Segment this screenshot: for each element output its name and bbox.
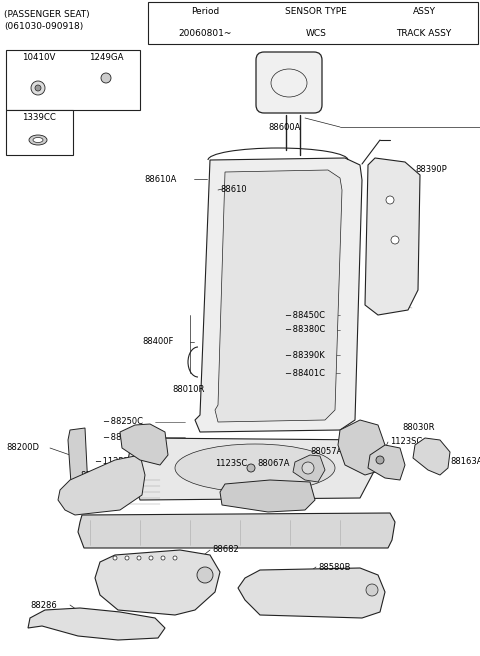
Bar [6, 50, 140, 110]
Text: 88057A: 88057A [310, 447, 342, 455]
Circle shape [366, 584, 378, 596]
Text: 88600A: 88600A [268, 123, 300, 131]
Circle shape [161, 556, 165, 560]
Circle shape [137, 556, 141, 560]
Polygon shape [365, 158, 420, 315]
Text: 88163A: 88163A [450, 457, 480, 466]
Text: 20060801~: 20060801~ [178, 28, 232, 37]
Text: 88610A: 88610A [144, 174, 176, 184]
Circle shape [197, 567, 213, 583]
Text: 1123SC: 1123SC [215, 459, 247, 468]
Text: 88200D: 88200D [6, 443, 39, 453]
Bar [148, 2, 478, 44]
Text: ─ 88401C: ─ 88401C [285, 369, 325, 377]
Polygon shape [78, 513, 395, 548]
Polygon shape [293, 455, 325, 482]
Text: 1339CC: 1339CC [22, 113, 56, 123]
Text: ─ 88190C: ─ 88190C [95, 485, 135, 495]
Text: WCS: WCS [306, 28, 326, 37]
Polygon shape [28, 608, 165, 640]
Circle shape [302, 462, 314, 474]
Circle shape [386, 196, 394, 204]
Polygon shape [338, 420, 385, 475]
Text: 88030R: 88030R [402, 424, 434, 432]
Text: ─ 88450C: ─ 88450C [285, 310, 325, 319]
Circle shape [113, 556, 117, 560]
Text: 88067A: 88067A [257, 459, 289, 468]
Circle shape [35, 85, 41, 91]
Text: 88010R: 88010R [172, 386, 204, 394]
Text: ─ 88180C: ─ 88180C [103, 432, 143, 441]
Text: 1123SC: 1123SC [390, 438, 422, 447]
Polygon shape [215, 170, 342, 422]
Text: ─ 88250C: ─ 88250C [103, 417, 143, 426]
Text: 88580B: 88580B [318, 562, 350, 571]
Text: ─ 88390K: ─ 88390K [285, 350, 325, 359]
Polygon shape [238, 568, 385, 618]
Text: ─ 88380C: ─ 88380C [285, 325, 325, 335]
Text: 88286: 88286 [30, 600, 57, 609]
Polygon shape [220, 480, 315, 512]
Text: SENSOR TYPE: SENSOR TYPE [285, 7, 347, 16]
Polygon shape [368, 445, 405, 480]
Polygon shape [58, 455, 145, 515]
Ellipse shape [175, 444, 335, 492]
Polygon shape [68, 428, 88, 500]
Text: 88610: 88610 [220, 186, 247, 194]
Circle shape [31, 81, 45, 95]
Polygon shape [195, 158, 362, 432]
Circle shape [247, 464, 255, 472]
Bar [6, 110, 73, 155]
Polygon shape [413, 438, 450, 475]
Circle shape [173, 556, 177, 560]
Circle shape [149, 556, 153, 560]
Text: 10410V: 10410V [22, 54, 56, 62]
Text: 88400F: 88400F [142, 337, 173, 346]
Text: ─ 1125DG: ─ 1125DG [95, 457, 137, 466]
Text: 1249GA: 1249GA [89, 54, 123, 62]
Circle shape [125, 556, 129, 560]
Text: 88390P: 88390P [415, 165, 447, 174]
Ellipse shape [29, 135, 47, 145]
Text: 88682: 88682 [212, 546, 239, 554]
Text: ASSY: ASSY [412, 7, 435, 16]
Text: TRACK ASSY: TRACK ASSY [396, 28, 452, 37]
Circle shape [101, 73, 111, 83]
Text: Period: Period [191, 7, 219, 16]
FancyBboxPatch shape [256, 52, 322, 113]
Text: ─ 88600G: ─ 88600G [95, 472, 136, 482]
Circle shape [376, 456, 384, 464]
Circle shape [391, 236, 399, 244]
Polygon shape [95, 550, 220, 615]
Text: (PASSENGER SEAT): (PASSENGER SEAT) [4, 10, 90, 19]
Text: 88063: 88063 [80, 470, 107, 480]
Text: (061030-090918): (061030-090918) [4, 22, 83, 31]
Polygon shape [128, 438, 385, 500]
Polygon shape [120, 424, 168, 465]
Ellipse shape [33, 138, 43, 142]
